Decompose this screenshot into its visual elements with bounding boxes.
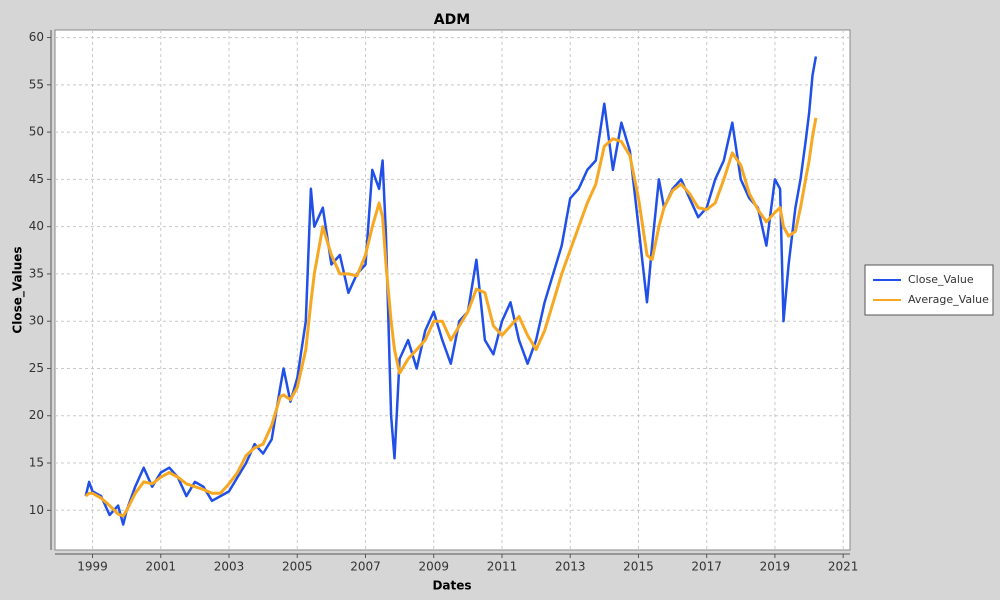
x-tick-label: 2007	[350, 560, 381, 574]
x-tick-label: 2019	[760, 560, 791, 574]
x-axis-label: Dates	[432, 579, 471, 593]
y-tick-label: 10	[29, 503, 44, 517]
y-tick-label: 50	[29, 125, 44, 139]
legend-label: Average_Value	[908, 293, 989, 306]
x-tick-label: 2021	[828, 560, 859, 574]
x-tick-label: 2015	[623, 560, 654, 574]
line-series	[84, 117, 818, 518]
y-tick-label: 30	[29, 314, 44, 328]
chart-title: ADM	[434, 12, 470, 28]
x-tick-label: 2001	[145, 560, 176, 574]
y-tick-label: 25	[29, 361, 44, 375]
y-tick-label: 55	[29, 77, 44, 91]
x-tick-label: 2009	[418, 560, 449, 574]
y-tick-label: 15	[29, 456, 44, 470]
legend-box	[864, 264, 994, 316]
y-tick-label: 45	[29, 172, 44, 186]
legend-label: Close_Value	[908, 273, 974, 286]
y-axis-label: Close_Values	[11, 246, 26, 333]
x-tick-label: 2003	[214, 560, 245, 574]
x-tick-label: 2013	[555, 560, 586, 574]
x-tick-label: 2005	[282, 560, 313, 574]
y-tick-label: 60	[29, 30, 44, 44]
y-tick-label: 35	[29, 266, 44, 280]
x-tick-label: 1999	[77, 560, 108, 574]
x-tick-label: 2017	[691, 560, 722, 574]
x-tick-label: 2011	[487, 560, 518, 574]
y-tick-label: 20	[29, 408, 44, 422]
y-tick-label: 40	[29, 219, 44, 233]
